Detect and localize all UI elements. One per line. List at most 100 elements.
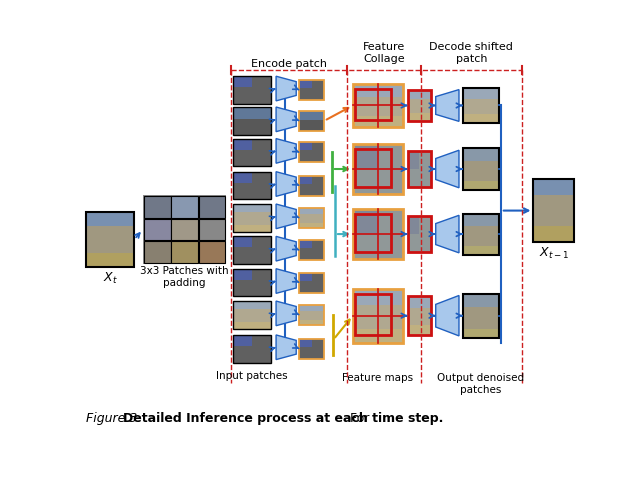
- Text: For: For: [342, 412, 369, 425]
- Bar: [300, 311, 324, 320]
- Bar: [300, 111, 324, 131]
- Bar: [300, 339, 324, 359]
- Bar: [300, 142, 312, 151]
- Polygon shape: [276, 237, 296, 261]
- Bar: [233, 335, 271, 363]
- Bar: [463, 181, 499, 190]
- Bar: [233, 335, 252, 346]
- Bar: [198, 196, 225, 218]
- Bar: [145, 196, 171, 218]
- Bar: [353, 209, 403, 259]
- Bar: [353, 84, 403, 126]
- Text: Figure 3:: Figure 3:: [86, 412, 146, 425]
- Bar: [300, 223, 324, 228]
- Bar: [408, 90, 431, 121]
- Bar: [86, 253, 134, 267]
- Bar: [233, 269, 271, 296]
- Bar: [355, 88, 392, 121]
- Bar: [300, 273, 324, 292]
- Bar: [233, 269, 252, 280]
- Bar: [353, 209, 403, 259]
- Text: Feature maps: Feature maps: [342, 373, 413, 383]
- Bar: [172, 196, 198, 218]
- Bar: [198, 241, 225, 262]
- Bar: [145, 219, 171, 240]
- Bar: [408, 90, 431, 99]
- Bar: [353, 305, 403, 329]
- Bar: [463, 293, 499, 307]
- Bar: [463, 307, 499, 329]
- Bar: [300, 320, 324, 325]
- Bar: [300, 175, 324, 196]
- Text: Feature
Collage: Feature Collage: [363, 42, 405, 64]
- Bar: [463, 329, 499, 338]
- Bar: [463, 149, 499, 161]
- Polygon shape: [276, 269, 296, 293]
- Bar: [463, 247, 499, 254]
- Text: $X_t$: $X_t$: [103, 271, 118, 286]
- Bar: [233, 309, 271, 322]
- Polygon shape: [436, 215, 459, 253]
- Text: Encode patch: Encode patch: [252, 58, 327, 69]
- Bar: [233, 139, 271, 166]
- Bar: [233, 204, 271, 232]
- Bar: [353, 144, 403, 194]
- Text: Output denoised
patches: Output denoised patches: [437, 373, 524, 395]
- Bar: [463, 88, 499, 98]
- Bar: [233, 120, 271, 135]
- Bar: [233, 204, 271, 212]
- Bar: [300, 175, 324, 196]
- Bar: [300, 240, 324, 260]
- Bar: [233, 301, 271, 329]
- Bar: [463, 161, 499, 181]
- Bar: [300, 80, 312, 88]
- Bar: [300, 80, 324, 100]
- Polygon shape: [436, 150, 459, 188]
- Bar: [145, 241, 171, 262]
- Bar: [300, 240, 324, 260]
- Bar: [463, 293, 499, 338]
- Bar: [300, 214, 324, 223]
- Text: $X_{t-1}$: $X_{t-1}$: [538, 246, 568, 261]
- Bar: [300, 305, 324, 311]
- Bar: [86, 226, 134, 253]
- Bar: [233, 172, 252, 183]
- Polygon shape: [276, 301, 296, 326]
- Polygon shape: [276, 107, 296, 132]
- Bar: [233, 172, 271, 200]
- Bar: [86, 212, 134, 226]
- Polygon shape: [436, 295, 459, 336]
- Bar: [355, 294, 392, 334]
- Bar: [300, 208, 324, 214]
- Bar: [233, 107, 271, 135]
- Bar: [300, 175, 312, 184]
- Bar: [300, 240, 312, 248]
- Bar: [233, 76, 271, 104]
- Bar: [353, 329, 403, 343]
- Bar: [463, 213, 499, 254]
- Bar: [408, 151, 431, 187]
- Polygon shape: [276, 139, 296, 163]
- Bar: [233, 237, 271, 264]
- Bar: [172, 219, 198, 240]
- Bar: [463, 114, 499, 123]
- Bar: [408, 296, 431, 308]
- Bar: [233, 237, 271, 264]
- Bar: [408, 216, 431, 252]
- Text: 3x3 Patches with
padding: 3x3 Patches with padding: [140, 266, 229, 288]
- Bar: [233, 139, 252, 150]
- Bar: [300, 208, 324, 228]
- Bar: [463, 98, 499, 114]
- Bar: [353, 144, 403, 194]
- Bar: [300, 120, 324, 131]
- Bar: [143, 195, 227, 264]
- Polygon shape: [276, 172, 296, 196]
- Bar: [408, 216, 419, 234]
- Bar: [355, 214, 392, 251]
- Bar: [463, 213, 499, 226]
- Polygon shape: [436, 89, 459, 122]
- Bar: [353, 116, 403, 126]
- Bar: [463, 226, 499, 247]
- Bar: [233, 139, 271, 166]
- Bar: [533, 195, 573, 226]
